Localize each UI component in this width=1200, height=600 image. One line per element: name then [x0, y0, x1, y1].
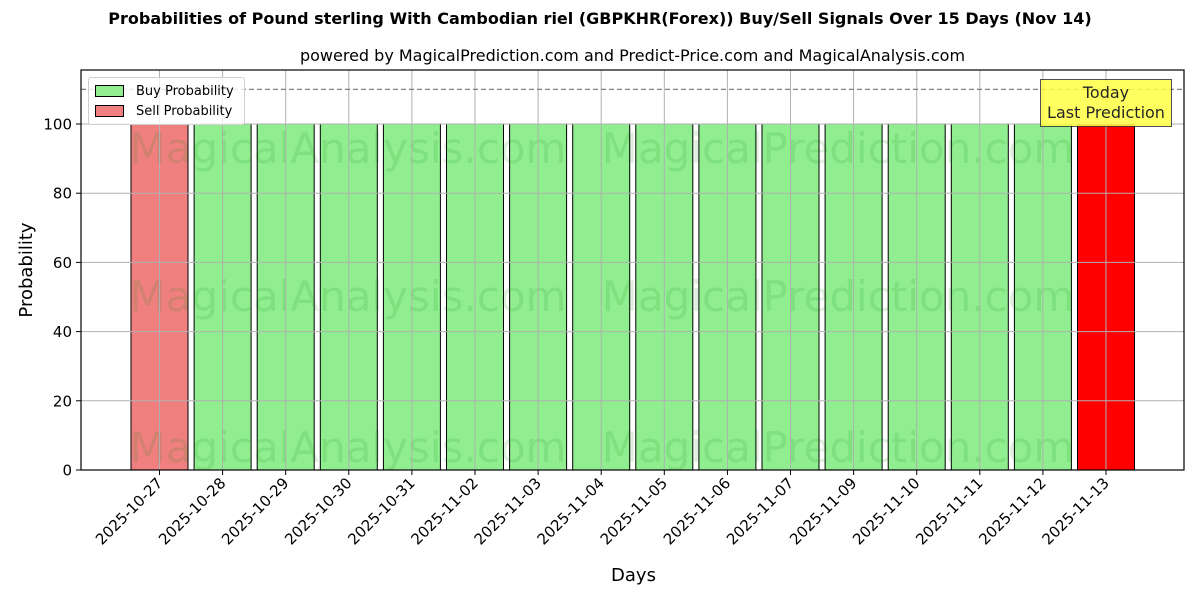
- chart-title: Probabilities of Pound sterling With Cam…: [108, 9, 1092, 28]
- x-tick-label: 2025-10-31: [344, 474, 418, 548]
- y-tick-label: 40: [53, 323, 72, 341]
- x-tick-label: 2025-10-29: [218, 474, 292, 548]
- x-tick-label: 2025-11-03: [471, 474, 545, 548]
- x-tick-label: 2025-11-13: [1038, 474, 1112, 548]
- watermark: MagicalAnalysis.com: [130, 423, 567, 472]
- x-tick-label: 2025-11-05: [597, 474, 671, 548]
- watermark: MagicalPrediction.com: [602, 272, 1075, 321]
- x-tick-label: 2025-11-10: [849, 474, 923, 548]
- x-tick-label: 2025-10-27: [92, 474, 166, 548]
- y-tick-label: 20: [53, 392, 72, 410]
- y-tick-label: 80: [53, 185, 72, 203]
- annotation-line2: Last Prediction: [1047, 103, 1165, 122]
- legend-sell-label: Sell Probability: [136, 103, 233, 119]
- y-axis-label: Probability: [16, 222, 37, 317]
- plot-frame: [80, 69, 1185, 471]
- legend-item-sell: Sell Probability: [95, 102, 232, 120]
- y-tick-label: 60: [53, 254, 72, 272]
- x-tick-label: 2025-11-02: [407, 474, 481, 548]
- buy-swatch-icon: [95, 85, 124, 97]
- annotation-line1: Today: [1082, 83, 1130, 102]
- y-tick-label: 0: [62, 462, 72, 480]
- chart-subtitle: powered by MagicalPrediction.com and Pre…: [299, 46, 966, 65]
- legend-buy-label: Buy Probability: [136, 83, 234, 99]
- x-tick-label: 2025-11-07: [723, 474, 797, 548]
- today-annotation: Today Last Prediction: [1040, 79, 1172, 127]
- x-tick-label: 2025-11-11: [912, 474, 986, 548]
- watermark: MagicalAnalysis.com: [130, 272, 567, 321]
- watermark: MagicalAnalysis.com: [130, 124, 567, 173]
- sell-swatch-icon: [95, 105, 124, 117]
- x-tick-label: 2025-10-28: [155, 474, 229, 548]
- x-tick-label: 2025-10-30: [281, 474, 355, 548]
- watermark: MagicalPrediction.com: [602, 423, 1075, 472]
- legend-item-buy: Buy Probability: [95, 82, 234, 100]
- watermark: MagicalPrediction.com: [602, 124, 1075, 173]
- x-tick-label: 2025-11-06: [660, 474, 734, 548]
- x-tick-label: 2025-11-04: [534, 474, 608, 548]
- chart-legend: Buy Probability Sell Probability: [88, 77, 245, 125]
- y-tick-label: 100: [43, 116, 72, 134]
- x-tick-label: 2025-11-12: [975, 474, 1049, 548]
- x-axis-label: Days: [611, 565, 656, 586]
- x-tick-label: 2025-11-09: [786, 474, 860, 548]
